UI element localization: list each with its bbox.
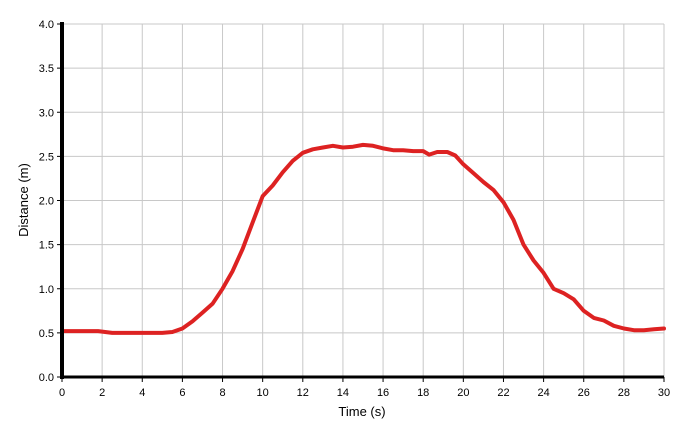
x-tick-label: 12 bbox=[297, 387, 309, 399]
y-tick-label: 1.0 bbox=[39, 284, 54, 296]
x-tick-label: 30 bbox=[658, 387, 670, 399]
axes bbox=[57, 22, 665, 382]
y-tick-label: 0.5 bbox=[39, 328, 54, 340]
y-tick-label: 0.0 bbox=[39, 372, 54, 384]
x-tick-label: 14 bbox=[337, 387, 349, 399]
x-tick-label: 10 bbox=[257, 387, 269, 399]
y-tick-label: 2.0 bbox=[39, 196, 54, 208]
series-layer bbox=[60, 142, 666, 335]
x-tick-label: 8 bbox=[219, 387, 225, 399]
y-tick-label: 3.5 bbox=[39, 63, 54, 75]
tick-labels: 0 2 4 6 8 10 12 14 16 18 20 22 24 26 28 300.00.51.01.52… bbox=[39, 19, 670, 399]
x-tick-label: 16 bbox=[377, 387, 389, 399]
series-line bbox=[60, 142, 666, 335]
x-tick-label: 4 bbox=[139, 387, 145, 399]
x-tick-label: 24 bbox=[537, 387, 549, 399]
y-tick-label: 1.5 bbox=[39, 240, 54, 252]
y-tick-label: 4.0 bbox=[39, 19, 54, 31]
x-axis-label: Time (s) bbox=[338, 404, 385, 419]
x-tick-label: 20 bbox=[457, 387, 469, 399]
grid bbox=[62, 23, 665, 377]
x-tick-label: 2 bbox=[99, 387, 105, 399]
y-tick-label: 2.5 bbox=[39, 151, 54, 163]
x-tick-label: 28 bbox=[618, 387, 630, 399]
x-tick-label: 0 bbox=[59, 387, 65, 399]
x-tick-label: 26 bbox=[578, 387, 590, 399]
x-tick-label: 18 bbox=[417, 387, 429, 399]
x-tick-label: 22 bbox=[497, 387, 509, 399]
y-tick-label: 3.0 bbox=[39, 107, 54, 119]
y-axis-label: Distance (m) bbox=[16, 163, 31, 237]
x-tick-label: 6 bbox=[179, 387, 185, 399]
